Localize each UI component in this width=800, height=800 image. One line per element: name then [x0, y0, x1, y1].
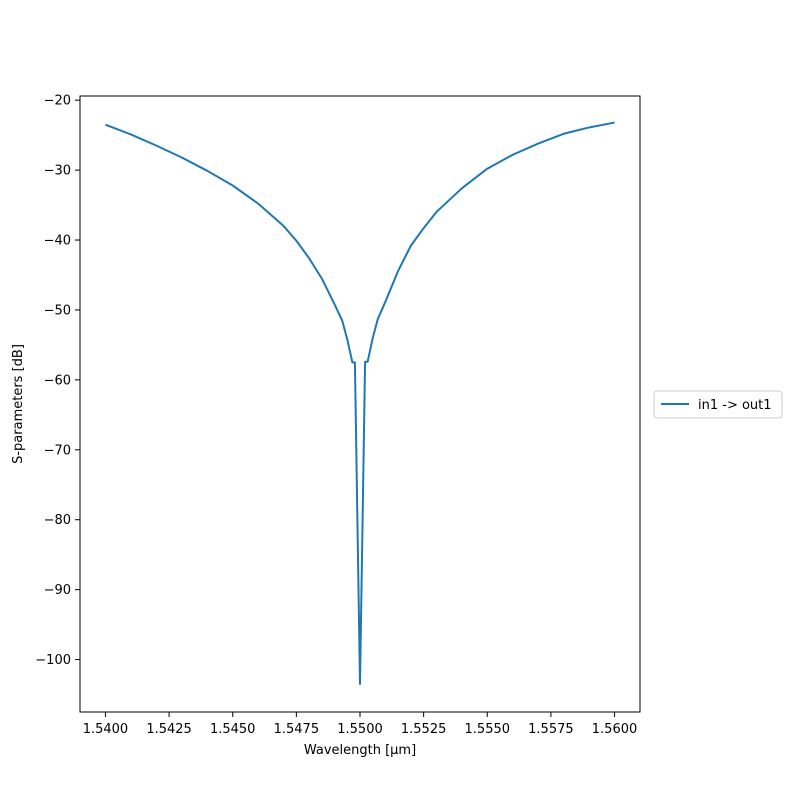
y-tick-label: −70 — [44, 443, 71, 458]
x-tick-label: 1.5425 — [146, 722, 192, 737]
y-tick-label: −30 — [44, 164, 71, 179]
x-axis-label: Wavelength [μm] — [304, 743, 416, 758]
y-axis-ticks: −20 −30 −40 −50 −60 −70 −80 −90 −100 — [35, 94, 80, 668]
legend: in1 -> out1 — [653, 390, 783, 419]
x-tick-label: 1.5550 — [465, 722, 511, 737]
x-axis-ticks: 1.5400 1.5425 1.5450 1.5475 1.5500 1.5525 1.55… — [83, 712, 638, 737]
legend-label: in1 -> out1 — [698, 398, 772, 413]
y-tick-label: −50 — [44, 303, 71, 318]
y-tick-label: −100 — [35, 653, 71, 668]
legend-box — [653, 390, 783, 419]
y-tick-label: −60 — [44, 373, 71, 388]
x-tick-label: 1.5575 — [528, 722, 574, 737]
y-tick-label: −40 — [44, 234, 71, 249]
series-line-0 — [105, 121, 615, 686]
y-tick-label: −20 — [44, 94, 71, 109]
y-tick-label: −90 — [44, 583, 71, 598]
y-axis-label: S-parameters [dB] — [11, 344, 26, 464]
x-tick-label: 1.5600 — [592, 722, 638, 737]
x-tick-label: 1.5525 — [401, 722, 447, 737]
y-tick-label: −80 — [44, 513, 71, 528]
x-tick-label: 1.5500 — [337, 722, 383, 737]
plot-area — [80, 96, 640, 712]
series-layer — [105, 121, 615, 686]
x-tick-label: 1.5450 — [210, 722, 256, 737]
x-tick-label: 1.5475 — [274, 722, 320, 737]
x-tick-label: 1.5400 — [83, 722, 129, 737]
